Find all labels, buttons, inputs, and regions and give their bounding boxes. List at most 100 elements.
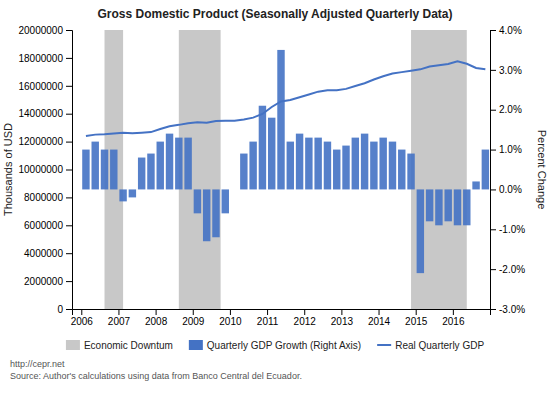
tick-mark xyxy=(304,309,305,315)
tick-label: 2014 xyxy=(368,316,391,327)
tick: 18000000 xyxy=(19,53,73,64)
tick-mark xyxy=(267,309,268,315)
bar xyxy=(454,189,461,225)
tick: 20000000 xyxy=(19,25,73,36)
tick-mark xyxy=(66,30,72,31)
tick-mark xyxy=(193,309,194,315)
bar xyxy=(472,181,479,189)
y2-axis-title: Percent Change xyxy=(536,130,548,210)
tick-label: 8000000 xyxy=(24,192,63,203)
bar xyxy=(417,189,424,273)
tick-label: 0 xyxy=(57,304,63,315)
bar xyxy=(240,154,247,190)
bars xyxy=(82,50,489,273)
bar xyxy=(157,142,164,190)
bar xyxy=(324,142,331,190)
tick-mark xyxy=(66,170,72,171)
bar xyxy=(249,142,256,190)
tick-label: 3.0% xyxy=(499,65,522,76)
tick: 2014 xyxy=(368,309,391,327)
bar xyxy=(166,134,173,190)
shade xyxy=(411,30,467,309)
tick-mark xyxy=(490,150,496,151)
tick-label: 14000000 xyxy=(19,108,64,119)
bar xyxy=(129,189,136,197)
tick: 4000000 xyxy=(24,248,72,259)
tick-mark xyxy=(66,86,72,87)
tick-mark xyxy=(66,225,72,226)
bar xyxy=(444,189,451,221)
tick: 2007 xyxy=(108,309,131,327)
tick-label: 2006 xyxy=(71,316,94,327)
bar xyxy=(287,142,294,190)
tick: -3.0% xyxy=(490,304,525,315)
tick-label: 2010 xyxy=(219,316,242,327)
tick: 14000000 xyxy=(19,108,73,119)
tick-label: 2015 xyxy=(405,316,428,327)
bar xyxy=(296,134,303,190)
bar xyxy=(203,189,210,241)
marks xyxy=(82,30,489,309)
tick-mark xyxy=(66,142,72,143)
tick: 2016 xyxy=(442,309,465,327)
annotation: http://cepr.net xyxy=(10,359,65,369)
tick: 0 xyxy=(57,304,72,315)
tick: 10000000 xyxy=(19,164,73,175)
shade xyxy=(179,30,221,309)
tick-label: 2.0% xyxy=(499,104,522,115)
tick-mark xyxy=(156,309,157,315)
plot-area: 2006200720082009201020112012201320142015… xyxy=(2,25,548,327)
tick: 2000000 xyxy=(24,276,72,287)
tick-label: 6000000 xyxy=(24,220,63,231)
tick: 2010 xyxy=(219,309,242,327)
tick-mark xyxy=(66,309,72,310)
tick-label: 2012 xyxy=(294,316,317,327)
bar xyxy=(212,189,219,237)
legend-item: Economic Downtum xyxy=(66,340,173,351)
tick-mark xyxy=(490,229,496,230)
bar xyxy=(175,138,182,190)
tick: 0.0% xyxy=(490,184,522,195)
legend: Economic Downtum Quarterly GDP Growth (Ri… xyxy=(66,340,484,351)
bar xyxy=(333,150,340,190)
bar xyxy=(305,138,312,190)
legend-item: Real Quarterly GDP xyxy=(377,340,484,351)
legend-swatch xyxy=(66,340,80,350)
tick-mark xyxy=(490,309,496,310)
axis-line xyxy=(66,31,73,310)
shades xyxy=(105,30,467,309)
bar xyxy=(184,138,191,190)
tick: 12000000 xyxy=(19,136,73,147)
legend-label: Real Quarterly GDP xyxy=(395,340,484,351)
tick: 2008 xyxy=(145,309,168,327)
tick-mark xyxy=(66,58,72,59)
tick-label: 2007 xyxy=(108,316,131,327)
bar xyxy=(426,189,433,221)
tick: -1.0% xyxy=(490,224,525,235)
legend-swatch xyxy=(377,344,391,346)
tick-label: 18000000 xyxy=(19,53,64,64)
bar xyxy=(119,189,126,201)
bar xyxy=(370,142,377,190)
bar xyxy=(435,189,442,225)
annotations: http://cepr.net Source: Author's calculat… xyxy=(10,359,302,381)
tick-label: -2.0% xyxy=(499,264,525,275)
tick-label: 1.0% xyxy=(499,144,522,155)
tick: 2.0% xyxy=(490,104,522,115)
tick-label: 2008 xyxy=(145,316,168,327)
tick-mark xyxy=(379,309,380,315)
tick-label: 2013 xyxy=(331,316,354,327)
bar xyxy=(342,146,349,190)
tick: 2009 xyxy=(182,309,205,327)
tick: 2015 xyxy=(405,309,428,327)
legend-item: Quarterly GDP Growth (Right Axis) xyxy=(189,340,361,351)
tick-mark xyxy=(230,309,231,315)
tick: 4.0% xyxy=(490,25,522,36)
tick-mark xyxy=(490,110,496,111)
tick-mark xyxy=(416,309,417,315)
bar xyxy=(407,154,414,190)
bar xyxy=(222,189,229,213)
annotation: Source: Author's calculations using data… xyxy=(10,371,302,381)
bar xyxy=(379,138,386,190)
tick: 1.0% xyxy=(490,144,522,155)
